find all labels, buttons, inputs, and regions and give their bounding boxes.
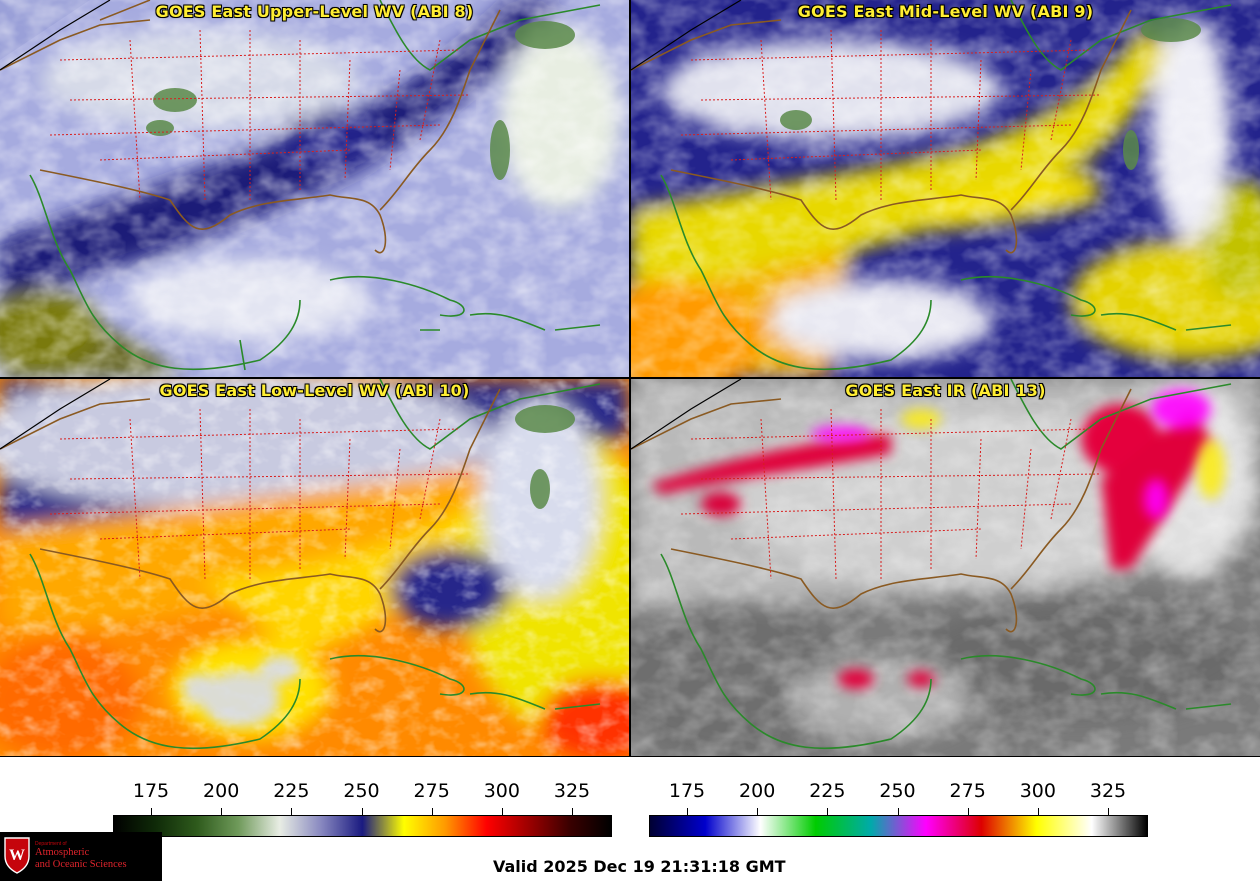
colorbar-tick-label: 250 (879, 780, 916, 802)
ir-panel: GOES East IR (ABI 13) (631, 379, 1260, 756)
low-level-wv-panel: GOES East Low-Level WV (ABI 10) (0, 379, 629, 756)
panel-title: GOES East Upper-Level WV (ABI 8) (155, 2, 474, 21)
valid-time-label: Valid 2025 Dec 19 21:31:18 GMT (493, 857, 786, 876)
logo-dept: Department of (35, 841, 67, 847)
ir-image (631, 379, 1260, 756)
uw-crest-icon: W (4, 837, 30, 874)
logo-line2: and Oceanic Sciences (35, 859, 127, 870)
mid-level-wv-image (631, 0, 1260, 377)
colorbar-tick-mark (1108, 808, 1109, 815)
colorbar-tick-label: 175 (668, 780, 706, 802)
colorbar-tick-mark (151, 808, 152, 815)
uw-crest-letter: W (9, 847, 25, 864)
ir-colorbar: 175 200 225 250 275 300 325 (649, 780, 1148, 837)
colorbar-tick-label: 275 (413, 780, 450, 802)
upper-level-wv-image (0, 0, 629, 377)
colorbar-tick-mark (501, 808, 503, 815)
logo-line1: Atmospheric (35, 847, 90, 858)
colorbar-tick-mark (361, 808, 363, 815)
panel-title: GOES East Mid-Level WV (ABI 9) (797, 2, 1094, 21)
ir-colorbar-gradient (649, 815, 1148, 837)
wv-colorbar-gradient (113, 815, 612, 837)
colorbar-tick-label: 250 (343, 780, 380, 802)
colorbar-tick-mark (291, 808, 293, 815)
colorbar-tick-label: 325 (1089, 780, 1127, 802)
colorbar-tick-mark (897, 808, 899, 815)
colorbar-tick-label: 225 (809, 780, 846, 802)
colorbar-tick-mark (827, 808, 829, 815)
colorbar-tick-label: 300 (1019, 780, 1056, 802)
colorbar-tick-label: 325 (553, 780, 591, 802)
colorbar-tick-label: 300 (483, 780, 520, 802)
colorbar-tick-label: 225 (273, 780, 310, 802)
low-level-wv-image (0, 379, 629, 756)
panel-title: GOES East IR (ABI 13) (845, 381, 1046, 400)
colorbar-tick-mark (431, 808, 433, 815)
colorbar-tick-label: 275 (949, 780, 986, 802)
wv-colorbar-ticks: 175 200 225 250 275 300 325 (113, 780, 612, 815)
colorbar-tick-mark (687, 808, 688, 815)
colorbar-tick-mark (221, 808, 223, 815)
ir-colorbar-ticks: 175 200 225 250 275 300 325 (649, 780, 1148, 815)
colorbar-tick-mark (967, 808, 969, 815)
aos-logo: W Department of Atmospheric and Oceanic … (0, 832, 162, 881)
satellite-panel-grid: GOES East Upper-Level WV (ABI 8) (0, 0, 1260, 757)
mid-level-wv-panel: GOES East Mid-Level WV (ABI 9) (631, 0, 1260, 377)
panel-title: GOES East Low-Level WV (ABI 10) (159, 381, 470, 400)
colorbar-tick-label: 200 (203, 780, 240, 802)
colorbar-tick-mark (1037, 808, 1039, 815)
wv-colorbar: 175 200 225 250 275 300 325 (113, 780, 612, 837)
colorbar-tick-mark (757, 808, 759, 815)
colorbar-tick-label: 200 (739, 780, 776, 802)
upper-level-wv-panel: GOES East Upper-Level WV (ABI 8) (0, 0, 629, 377)
colorbar-tick-mark (572, 808, 573, 815)
colorbar-tick-label: 175 (132, 780, 170, 802)
